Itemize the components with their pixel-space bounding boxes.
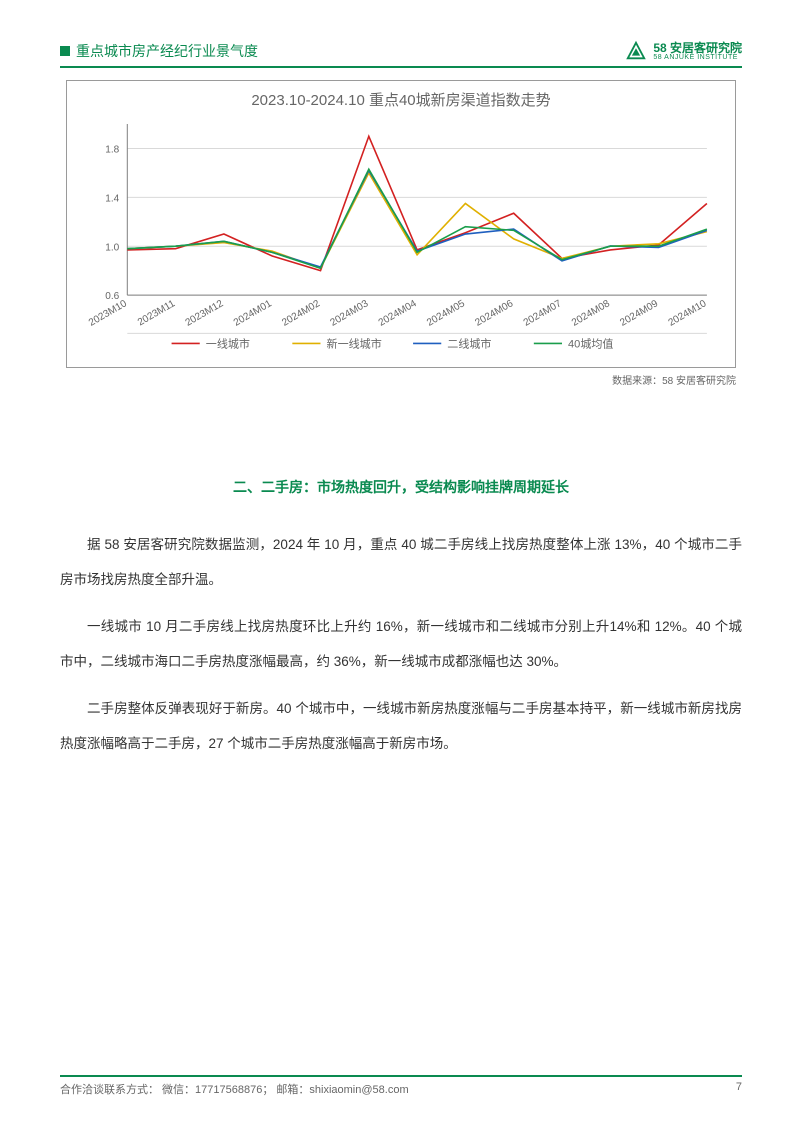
svg-text:2023M10: 2023M10 (87, 298, 129, 329)
chart-title: 2023.10-2024.10 重点40城新房渠道指数走势 (79, 89, 723, 110)
svg-text:2023M11: 2023M11 (136, 298, 177, 328)
svg-text:2024M07: 2024M07 (522, 298, 564, 329)
svg-text:二线城市: 二线城市 (447, 336, 491, 350)
body-paragraph: 据 58 安居客研究院数据监测，2024 年 10 月，重点 40 城二手房线上… (60, 527, 742, 597)
page-header: 重点城市房产经纪行业景气度 58 安居客研究院 58 ANJUKE INSTIT… (60, 40, 742, 68)
svg-text:2024M01: 2024M01 (232, 298, 274, 329)
chart-container: 2023.10-2024.10 重点40城新房渠道指数走势 0.61.01.41… (66, 80, 736, 368)
body-paragraph: 二手房整体反弹表现好于新房。40 个城市中，一线城市新房热度涨幅与二手房基本持平… (60, 691, 742, 761)
svg-text:一线城市: 一线城市 (206, 336, 250, 350)
svg-text:2024M04: 2024M04 (377, 298, 419, 329)
body-paragraph: 一线城市 10 月二手房线上找房热度环比上升约 16%，新一线城市和二线城市分别… (60, 609, 742, 679)
svg-text:2024M03: 2024M03 (329, 298, 371, 329)
svg-text:1.0: 1.0 (105, 242, 119, 253)
data-source: 数据来源：58 安居客研究院 (60, 372, 736, 387)
logo-main: 58 安居客研究院 (653, 42, 742, 54)
logo-icon (625, 40, 647, 62)
svg-text:2024M08: 2024M08 (570, 298, 612, 329)
svg-text:1.4: 1.4 (105, 193, 119, 204)
svg-text:2024M10: 2024M10 (667, 298, 709, 329)
logo-sub: 58 ANJUKE INSTITUTE (653, 54, 742, 61)
logo: 58 安居客研究院 58 ANJUKE INSTITUTE (625, 40, 742, 62)
header-title: 重点城市房产经纪行业景气度 (76, 41, 258, 61)
section-heading: 二、二手房：市场热度回升，受结构影响挂牌周期延长 (60, 477, 742, 497)
svg-text:2023M12: 2023M12 (184, 298, 226, 329)
line-chart: 0.61.01.41.82023M102023M112023M122024M01… (79, 116, 723, 358)
svg-text:新一线城市: 新一线城市 (327, 336, 382, 350)
svg-text:40城均值: 40城均值 (568, 337, 613, 350)
footer-contact: 合作洽谈联系方式： 微信：17717568876； 邮箱：shixiaomin@… (60, 1081, 409, 1097)
svg-text:2024M02: 2024M02 (280, 298, 322, 329)
header-square-icon (60, 46, 70, 56)
page-footer: 合作洽谈联系方式： 微信：17717568876； 邮箱：shixiaomin@… (60, 1075, 742, 1097)
logo-text: 58 安居客研究院 58 ANJUKE INSTITUTE (653, 42, 742, 61)
svg-text:2024M09: 2024M09 (618, 298, 660, 329)
svg-text:2024M05: 2024M05 (425, 298, 467, 329)
header-title-wrap: 重点城市房产经纪行业景气度 (60, 41, 258, 61)
svg-text:2024M06: 2024M06 (473, 298, 515, 329)
svg-text:1.8: 1.8 (105, 145, 119, 156)
page-number: 7 (736, 1081, 742, 1097)
